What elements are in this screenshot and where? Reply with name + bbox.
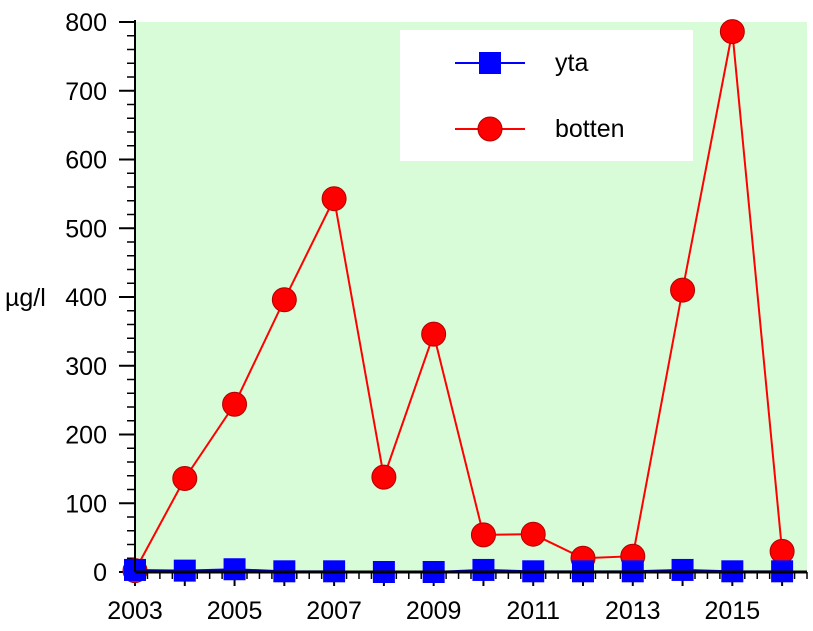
y-tick-label: 700 xyxy=(65,78,107,106)
point-botten xyxy=(769,538,795,564)
x-tick-label: 2013 xyxy=(605,597,661,625)
point-botten xyxy=(421,321,447,347)
x-tick-label: 2015 xyxy=(705,597,761,625)
y-tick-label: 500 xyxy=(65,215,107,243)
legend: yta botten xyxy=(400,30,693,161)
x-tick-label: 2011 xyxy=(506,597,560,625)
point-botten xyxy=(470,522,496,548)
point-botten xyxy=(719,19,745,45)
point-botten xyxy=(321,186,347,212)
legend-label-botten: botten xyxy=(555,115,625,143)
legend-marker-botten xyxy=(477,116,503,142)
point-yta xyxy=(671,558,694,581)
y-tick-label: 0 xyxy=(93,559,107,587)
x-tick-label: 2009 xyxy=(406,597,462,625)
y-tick-label: 800 xyxy=(65,9,107,37)
point-botten xyxy=(520,521,546,547)
point-botten xyxy=(371,464,397,490)
x-tick-label: 2003 xyxy=(107,597,163,625)
y-tick-label: 200 xyxy=(65,422,107,450)
y-axis-label: µg/l xyxy=(5,284,46,312)
point-botten xyxy=(271,287,297,313)
point-yta xyxy=(223,558,246,581)
legend-label-yta: yta xyxy=(555,49,588,77)
legend-marker-yta xyxy=(479,52,501,74)
point-botten xyxy=(670,277,696,303)
y-axis-ticks: 0 100 200 300 400 500 600 700 800 xyxy=(65,9,135,587)
point-yta xyxy=(472,558,495,581)
point-botten xyxy=(172,466,198,491)
y-tick-label: 400 xyxy=(65,284,107,312)
y-tick-label: 300 xyxy=(65,353,107,381)
y-tick-label: 100 xyxy=(65,490,107,518)
x-tick-label: 2005 xyxy=(207,597,263,625)
y-tick-label: 600 xyxy=(65,147,107,175)
x-tick-label: 2007 xyxy=(306,597,362,625)
series-line-botten xyxy=(134,31,784,572)
point-botten xyxy=(222,391,248,417)
x-axis-ticks: 2003 2005 2007 2009 2011 2013 2015 xyxy=(107,572,808,625)
legend-box xyxy=(400,30,693,161)
